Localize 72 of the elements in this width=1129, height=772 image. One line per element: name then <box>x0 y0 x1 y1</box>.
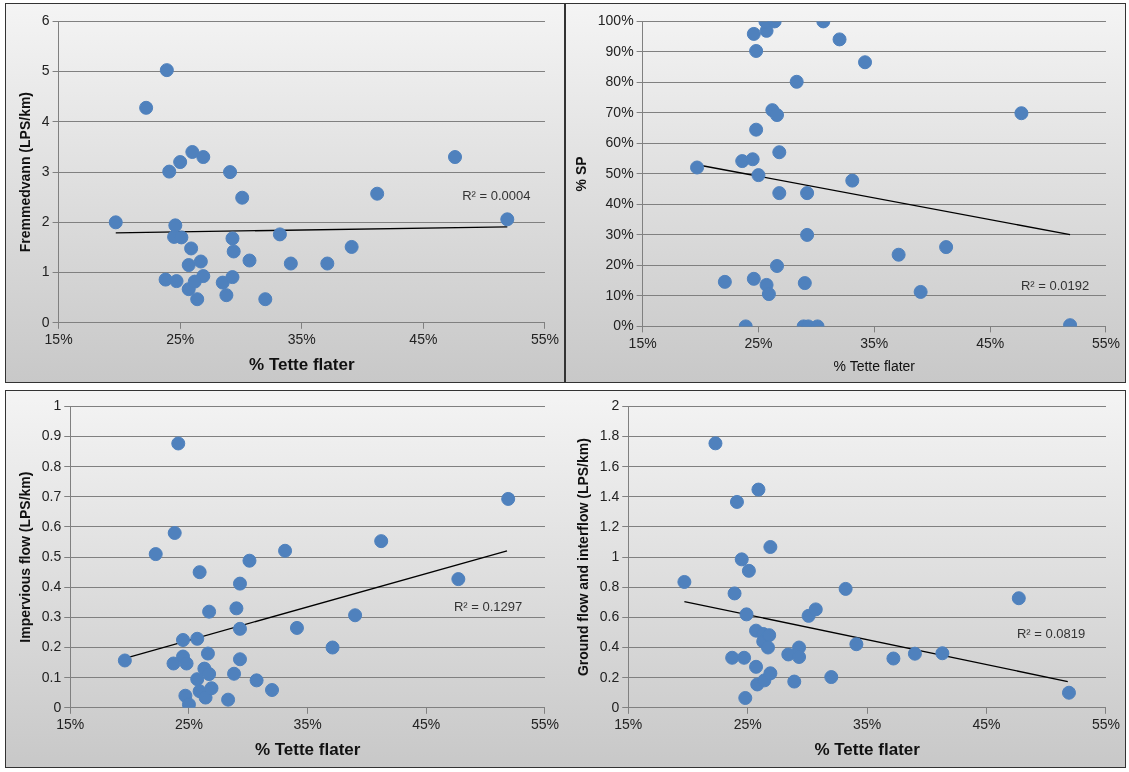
annotation: R² = 0.1297 <box>453 599 523 615</box>
y-tick-label: 10% <box>605 286 634 303</box>
y-tick-label: 0 <box>53 698 62 715</box>
y-tick-label: 0.3 <box>41 608 62 625</box>
x-axis-title: % Tette flater <box>814 740 921 760</box>
y-tick-label: 2 <box>611 397 620 414</box>
y-tick-label: 0.7 <box>41 487 62 504</box>
y-tick-label: 50% <box>605 164 634 181</box>
y-tick-label: 0.1 <box>41 668 62 685</box>
y-tick-label: 0.6 <box>599 608 620 625</box>
y-tick-label: 1.8 <box>599 427 620 444</box>
x-tick-label: 45% <box>972 716 1001 733</box>
x-tick-label: 15% <box>628 334 657 351</box>
y-tick-label: 6 <box>41 12 50 29</box>
y-axis-title: Fremmedvann (LPS/km) <box>17 91 34 253</box>
y-tick-label: 0.4 <box>599 638 620 655</box>
x-tick-label: 45% <box>976 334 1005 351</box>
y-tick-label: 70% <box>605 103 634 120</box>
y-tick-label: 0.5 <box>41 547 62 564</box>
x-axis-title: % Tette flater <box>249 355 355 375</box>
y-tick-label: 0% <box>613 317 634 334</box>
y-tick-label: 0 <box>41 313 50 330</box>
y-tick-label: 0.8 <box>41 457 62 474</box>
y-tick-label: 60% <box>605 134 634 151</box>
x-tick-label: 35% <box>293 716 322 733</box>
x-tick-label: 55% <box>1091 334 1121 351</box>
annotation: R² = 0.0192 <box>1020 278 1090 294</box>
y-tick-label: 3 <box>41 162 50 179</box>
y-tick-label: 0.2 <box>41 638 62 655</box>
y-tick-label: 0.9 <box>41 427 62 444</box>
y-tick-label: 0 <box>611 698 620 715</box>
y-axis-title: % SP <box>573 156 590 192</box>
x-tick-label: 25% <box>733 716 762 733</box>
y-tick-label: 0.8 <box>599 578 620 595</box>
y-tick-label: 1 <box>41 263 50 280</box>
x-tick-label: 15% <box>614 716 643 733</box>
x-tick-label: 35% <box>853 716 882 733</box>
y-tick-label: 90% <box>605 42 634 59</box>
x-tick-label: 15% <box>44 331 73 348</box>
y-tick-label: 1.2 <box>599 517 620 534</box>
x-tick-label: 45% <box>412 716 441 733</box>
y-tick-label: 80% <box>605 73 634 90</box>
annotation: R² = 0.0819 <box>1016 625 1086 641</box>
y-axis-title: Impervious flow (LPS/km) <box>17 471 34 643</box>
y-tick-label: 2 <box>41 213 50 230</box>
x-tick-label: 25% <box>166 331 195 348</box>
x-tick-label: 45% <box>409 331 438 348</box>
x-tick-label: 35% <box>860 334 889 351</box>
y-tick-label: 0.6 <box>41 517 62 534</box>
x-tick-label: 55% <box>530 331 560 348</box>
y-tick-label: 1.6 <box>599 457 620 474</box>
annotation: R² = 0.0004 <box>462 187 531 203</box>
y-tick-label: 20% <box>605 256 634 273</box>
x-tick-label: 55% <box>1091 716 1121 733</box>
y-tick-label: 5 <box>41 62 50 79</box>
y-axis-title: Ground flow and interflow (LPS/km) <box>575 438 592 677</box>
x-tick-label: 35% <box>287 331 316 348</box>
y-tick-label: 0.2 <box>599 668 620 685</box>
x-tick-label: 55% <box>530 716 560 733</box>
y-tick-label: 1 <box>53 397 62 414</box>
x-axis-title: % Tette flater <box>254 740 361 760</box>
y-tick-label: 4 <box>41 112 50 129</box>
y-tick-label: 30% <box>605 225 634 242</box>
y-tick-label: 0.4 <box>41 578 62 595</box>
x-tick-label: 25% <box>174 716 203 733</box>
y-tick-label: 100% <box>597 12 634 29</box>
y-tick-label: 40% <box>605 195 634 212</box>
x-tick-label: 15% <box>56 716 85 733</box>
x-axis-title: % Tette flater <box>833 358 916 375</box>
y-tick-label: 1 <box>611 547 620 564</box>
x-tick-label: 25% <box>744 334 773 351</box>
y-tick-label: 1.4 <box>599 487 620 504</box>
